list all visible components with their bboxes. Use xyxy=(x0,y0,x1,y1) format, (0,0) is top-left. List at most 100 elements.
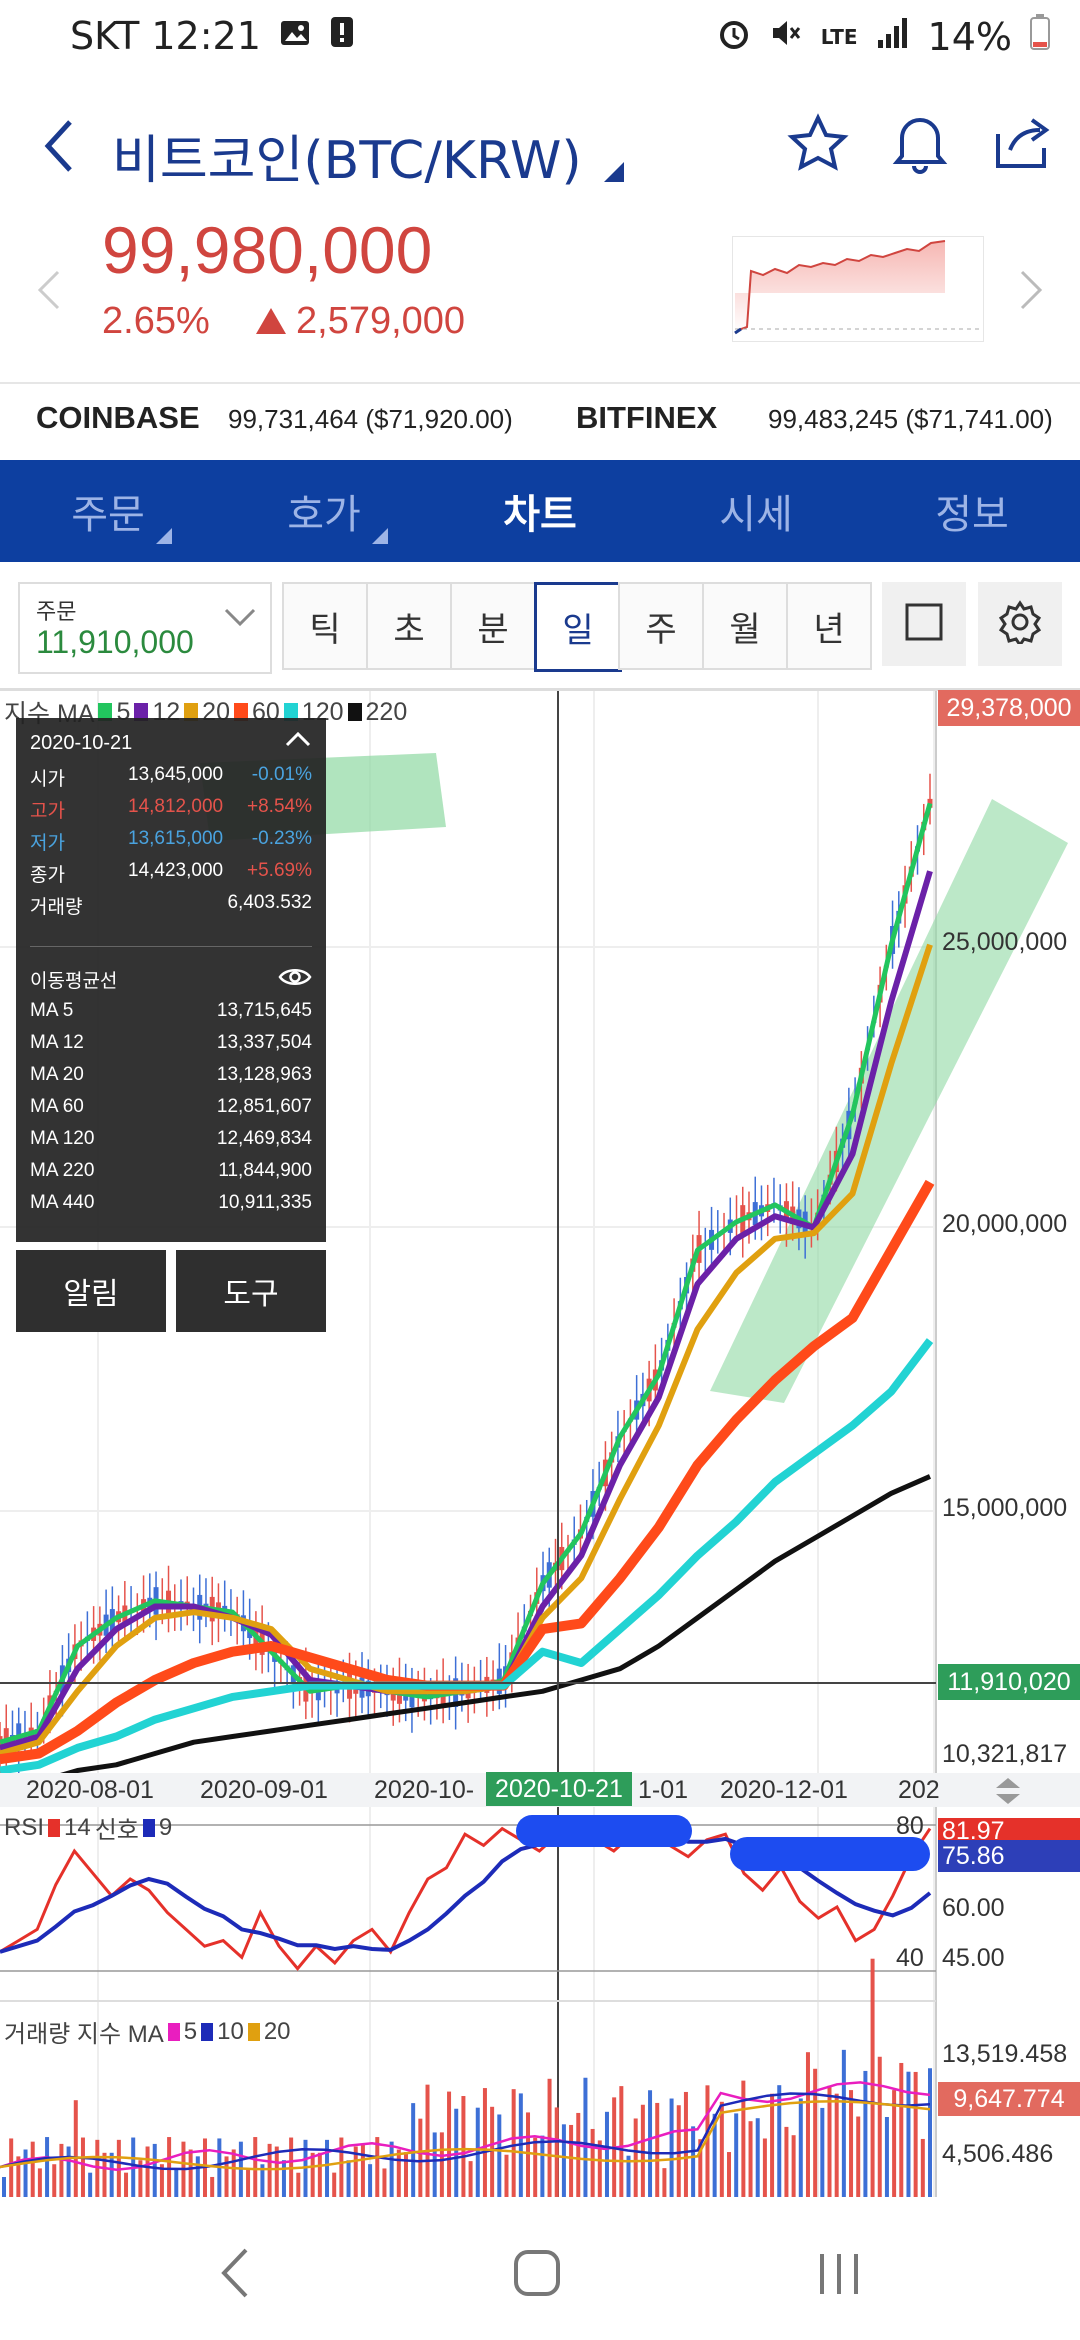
volume-bar xyxy=(834,2093,839,2197)
back-icon[interactable] xyxy=(40,116,80,180)
tab-orderbook[interactable]: 호가 xyxy=(216,460,432,562)
volume-swatch-10 xyxy=(201,2022,214,2041)
date-tick-oct: 2020-10- xyxy=(374,1776,475,1804)
info-high-row: 고가 14,812,000 +8.54% xyxy=(30,796,312,823)
volume-bar xyxy=(762,2138,767,2197)
volume-bar xyxy=(23,2149,28,2197)
title-dropdown-icon[interactable] xyxy=(602,160,626,188)
favorite-star-icon[interactable] xyxy=(786,112,850,180)
mini-sparkline[interactable] xyxy=(732,236,984,342)
volume-ma-20-line xyxy=(0,2100,931,2171)
tab-chart[interactable]: 차트 xyxy=(432,460,648,562)
volume-bar xyxy=(856,2116,861,2197)
battery-icon xyxy=(1030,14,1050,59)
next-coin-icon[interactable] xyxy=(1018,270,1044,314)
volume-bar xyxy=(899,2062,904,2197)
prev-coin-icon[interactable] xyxy=(36,270,62,314)
ma-legend-swatch-5 xyxy=(98,703,113,721)
volume-bar xyxy=(88,2172,93,2197)
volume-bar xyxy=(777,2085,782,2197)
timeframe-year[interactable]: 년 xyxy=(786,582,872,670)
info-ma220-row: MA 220 11,844,900 xyxy=(30,1160,312,1182)
alarm-button[interactable]: 알림 xyxy=(16,1250,166,1332)
info-divider xyxy=(30,946,312,947)
tab-info[interactable]: 정보 xyxy=(864,460,1080,562)
volume-bar xyxy=(669,2098,674,2197)
tab-order[interactable]: 주문 xyxy=(0,460,216,562)
rsi-signal-swatch xyxy=(142,1818,155,1837)
timeframe-day[interactable]: 일 xyxy=(534,582,622,672)
volume-bar xyxy=(159,2164,164,2197)
volume-bar xyxy=(741,2080,746,2197)
nav-recents-icon[interactable] xyxy=(816,2252,862,2300)
volume-ma-5-line xyxy=(0,2081,931,2172)
timeframe-minute[interactable]: 분 xyxy=(450,582,536,670)
volume-bar xyxy=(849,2090,854,2197)
drawing-mode-button[interactable] xyxy=(882,582,966,666)
share-icon[interactable] xyxy=(990,112,1054,176)
nav-home-icon[interactable] xyxy=(512,2248,562,2302)
nav-back-icon[interactable] xyxy=(218,2246,252,2304)
price-chart[interactable] xyxy=(0,691,1080,2211)
tools-button[interactable]: 도구 xyxy=(176,1250,326,1332)
scroll-arrows-icon[interactable] xyxy=(990,1776,1026,1810)
chevron-down-icon xyxy=(222,606,258,634)
rsi-signal-period: 9 xyxy=(158,1813,173,1841)
volume-bar xyxy=(310,2152,315,2197)
volume-bar xyxy=(346,2160,351,2197)
android-nav-bar xyxy=(0,2208,1080,2340)
info-close-pct: +5.69% xyxy=(247,860,312,881)
collapse-chevron-up-icon[interactable] xyxy=(284,730,312,754)
volume-bar xyxy=(676,2105,681,2197)
alarm-icon xyxy=(717,15,751,59)
volume-bar xyxy=(210,2176,215,2197)
volume-bar xyxy=(590,2128,595,2197)
info-volume-label: 거래량 xyxy=(30,897,83,918)
volume-bar xyxy=(195,2156,200,2197)
volume-period-5: 5 xyxy=(183,2017,198,2045)
crosshair-date-badge: 2020-10-21 xyxy=(486,1772,632,1806)
rsi-upper-level: 80 xyxy=(896,1812,924,1840)
order-price-select[interactable]: 주문 11,910,000 xyxy=(18,582,272,674)
up-triangle-icon xyxy=(254,306,288,340)
volume-bar xyxy=(633,2118,638,2197)
bell-icon[interactable] xyxy=(888,110,952,180)
volume-bar xyxy=(662,2168,667,2197)
ma-line-20 xyxy=(0,943,933,1757)
battery-level: 14% xyxy=(927,14,1012,59)
volume-bar xyxy=(52,2164,57,2197)
exchange-2-name: BITFINEX xyxy=(576,400,718,435)
price-tick-20m: 20,000,000 xyxy=(942,1210,1068,1238)
volume-bar xyxy=(533,2137,538,2197)
volume-bar xyxy=(37,2168,42,2197)
info-ma60-value: 12,851,607 xyxy=(216,1096,312,1117)
volume-bar xyxy=(490,2106,495,2197)
tab-quotes[interactable]: 시세 xyxy=(648,460,864,562)
eye-icon[interactable] xyxy=(278,966,312,994)
chart-area[interactable] xyxy=(0,688,1080,2211)
volume-bar xyxy=(784,2126,789,2197)
rsi-signal-badge: 75.86 xyxy=(938,1840,1080,1872)
timeframe-week[interactable]: 주 xyxy=(618,582,704,670)
volume-bar xyxy=(913,2071,918,2197)
ma-line-220 xyxy=(0,1474,932,1790)
rsi-signal-label: 신호 xyxy=(94,1817,139,1844)
volume-bar xyxy=(928,2068,932,2197)
volume-bar xyxy=(102,2152,107,2197)
change-pct: 2.65% xyxy=(102,300,210,342)
volume-bar xyxy=(511,2089,516,2197)
timeframe-second[interactable]: 초 xyxy=(366,582,452,670)
chart-settings-button[interactable] xyxy=(978,582,1062,666)
volume-bar xyxy=(906,2071,911,2197)
volume-bar xyxy=(482,2088,487,2197)
info-low-value: 13,615,000 xyxy=(128,828,224,849)
timeframe-month[interactable]: 월 xyxy=(702,582,788,670)
volume-bar xyxy=(432,2132,437,2197)
rsi-highlight-mark-1 xyxy=(516,1815,692,1847)
timeframe-tick[interactable]: 틱 xyxy=(282,582,368,670)
volume-bar xyxy=(468,2161,473,2197)
price-tick-low: 10,321,817 xyxy=(942,1740,1068,1768)
coin-title[interactable]: 비트코인(BTC/KRW) xyxy=(112,131,582,191)
volume-bar xyxy=(640,2104,645,2197)
trend-channel-large xyxy=(710,799,1068,1403)
